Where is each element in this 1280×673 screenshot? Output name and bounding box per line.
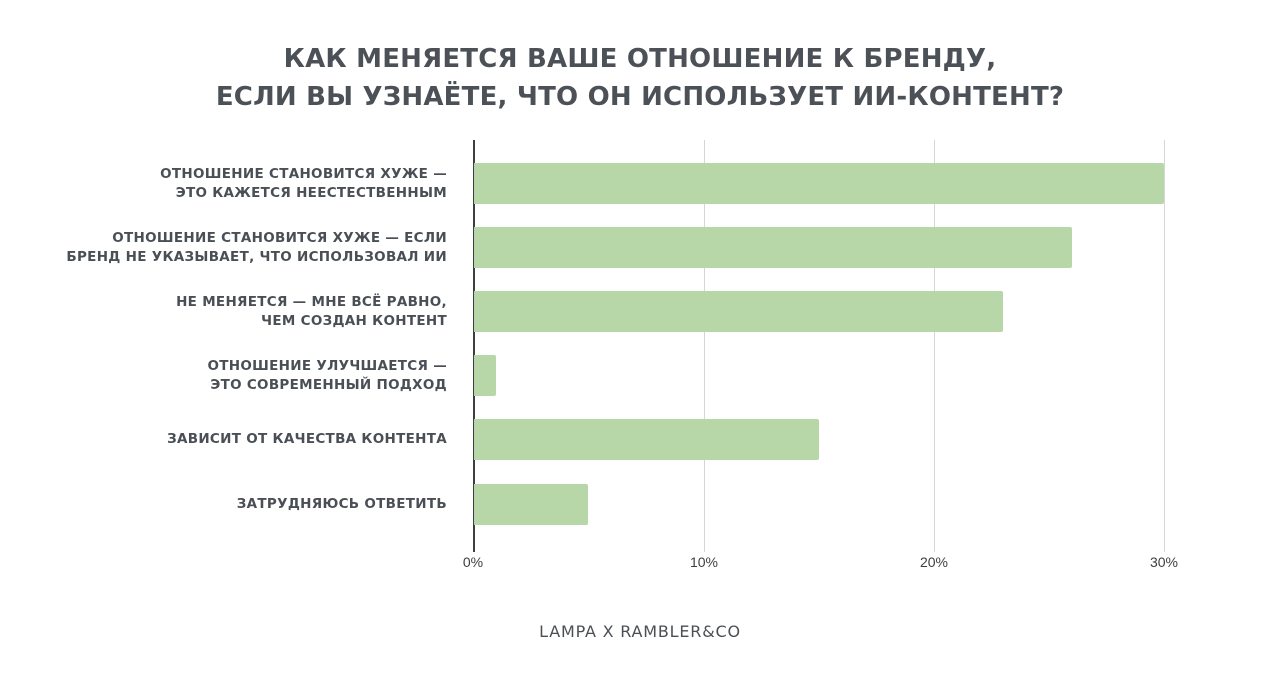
bar: [474, 355, 497, 396]
category-label: ЗАТРУДНЯЮСЬ ОТВЕТИТЬ: [236, 496, 447, 512]
category-label: НЕ МЕНЯЕТСЯ — МНЕ ВСЁ РАВНО, ЧЕМ СОЗДАН …: [176, 293, 447, 329]
bar: [474, 419, 819, 460]
bar: [474, 484, 589, 525]
bar: [474, 291, 1003, 332]
chart-title-line-1: КАК МЕНЯЕТСЯ ВАШЕ ОТНОШЕНИЕ К БРЕНДУ,: [283, 44, 997, 74]
x-tick-label: 0%: [462, 554, 484, 570]
chart-title-line-2: ЕСЛИ ВЫ УЗНАЁТЕ, ЧТО ОН ИСПОЛЬЗУЕТ ИИ-КО…: [215, 82, 1065, 112]
category-label: ЗАВИСИТ ОТ КАЧЕСТВА КОНТЕНТА: [167, 431, 447, 447]
bar: [474, 163, 1164, 204]
x-tick-label: 10%: [689, 554, 719, 570]
category-label: ОТНОШЕНИЕ СТАНОВИТСЯ ХУЖЕ — ЕСЛИ БРЕНД Н…: [66, 229, 447, 265]
x-tick-label: 30%: [1149, 554, 1179, 570]
bar: [474, 227, 1072, 268]
category-label: ОТНОШЕНИЕ УЛУЧШАЕТСЯ — ЭТО СОВРЕМЕННЫЙ П…: [207, 357, 447, 393]
category-label: ОТНОШЕНИЕ СТАНОВИТСЯ ХУЖЕ — ЭТО КАЖЕТСЯ …: [160, 165, 447, 201]
source-credit: LAMPA X RAMBLER&CO: [539, 622, 741, 641]
chart-title: КАК МЕНЯЕТСЯ ВАШЕ ОТНОШЕНИЕ К БРЕНДУ, ЕС…: [0, 40, 1280, 116]
y-axis-line: [473, 140, 475, 552]
gridline-30: [1164, 140, 1165, 552]
gridline-10: [704, 140, 705, 552]
gridline-20: [934, 140, 935, 552]
x-tick-label: 20%: [919, 554, 949, 570]
